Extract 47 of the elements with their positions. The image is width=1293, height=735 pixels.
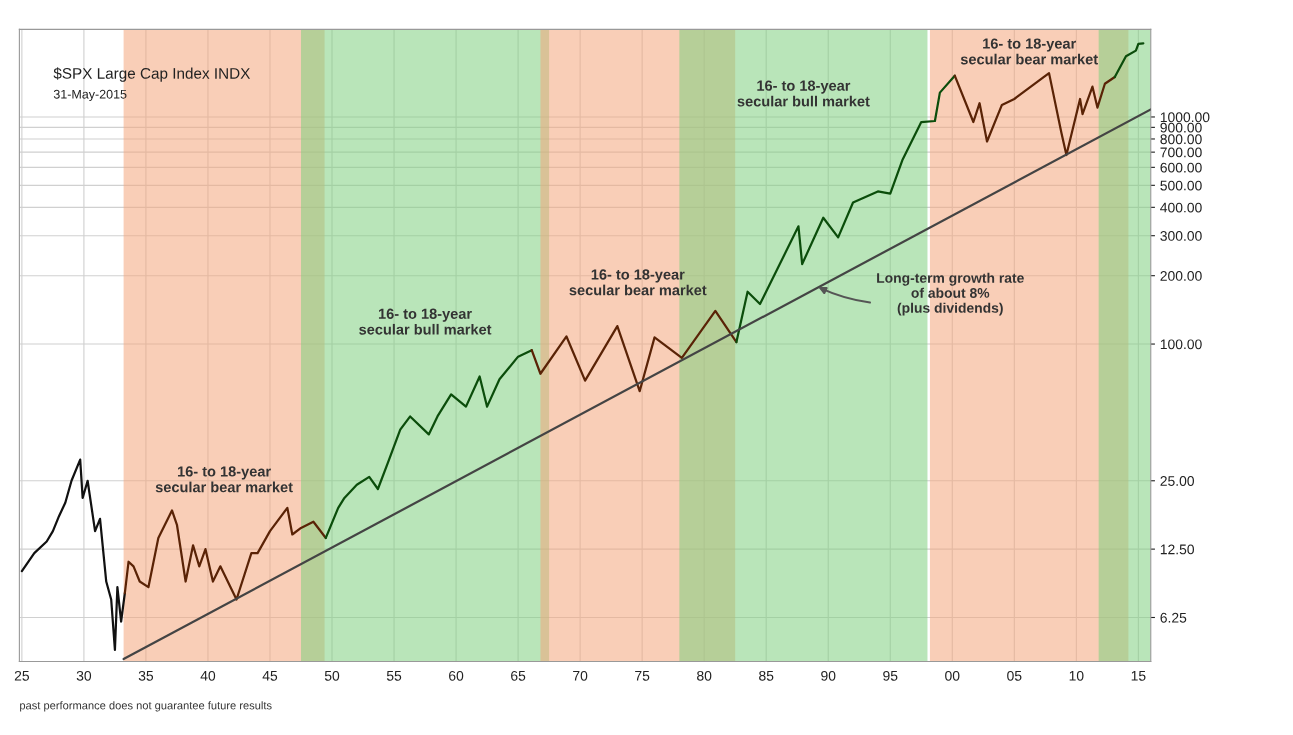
y-tick-label: 800.00 — [1160, 134, 1202, 145]
x-tick-label: 30 — [76, 670, 92, 681]
x-tick-label: 55 — [386, 671, 402, 681]
x-tick-label: 70 — [573, 670, 588, 681]
x-tick-label: 90 — [821, 670, 836, 681]
y-tick-label: 900.00 — [1160, 122, 1202, 133]
y-tick-label: 12.50 — [1160, 544, 1195, 555]
y-tick-label: 200.00 — [1160, 271, 1202, 281]
line-series — [324, 349, 533, 540]
y-tick-label: 700.00 — [1160, 147, 1202, 158]
text: 31-May-2015 — [53, 89, 127, 102]
y-tick-label: 300.00 — [1160, 231, 1202, 241]
y-tick-label: 1000.00 — [1160, 112, 1210, 123]
y-tick-label: 500.00 — [1160, 180, 1202, 191]
x-tick-label: 85 — [759, 670, 774, 681]
x-tick-label: 75 — [635, 671, 650, 681]
x-tick-label: 00 — [945, 670, 960, 681]
x-tick-label: 80 — [697, 670, 712, 681]
y-tick-label: 400.00 — [1160, 202, 1202, 213]
y-tick-label: 600.00 — [1160, 162, 1202, 173]
band-label: 16- to 18-year secular bull market — [359, 308, 492, 335]
line-series — [953, 72, 1116, 157]
band-label: 16- to 18-year secular bear market — [155, 466, 293, 493]
annotation: Long-term growth rate of about 8% (plus dividends) — [877, 272, 1024, 316]
x-tick-label: 10 — [1069, 670, 1084, 681]
x-tick-label: 60 — [449, 670, 464, 681]
line-series — [123, 506, 327, 601]
band-label: 16- to 18-year secular bear market — [960, 38, 1098, 65]
y-tick-label: 6.25 — [1160, 612, 1187, 623]
text: $SPX Large Cap Index INDX — [53, 67, 251, 82]
text: past performance does not guarantee future results — [20, 701, 272, 712]
x-tick-label: 25 — [14, 670, 30, 681]
x-tick-label: 15 — [1131, 671, 1146, 681]
line-series — [1113, 42, 1145, 79]
band-label: 16- to 18-year secular bull market — [737, 80, 870, 107]
x-tick-label: 35 — [138, 670, 154, 681]
line-series — [20, 458, 126, 651]
y-tick-label: 25.00 — [1160, 476, 1195, 486]
x-tick-label: 45 — [262, 671, 278, 681]
y-tick-label: 100.00 — [1160, 339, 1202, 350]
x-tick-label: 50 — [324, 670, 340, 681]
x-tick-label: 65 — [511, 670, 526, 681]
x-tick-label: 05 — [1007, 670, 1022, 681]
band-label: 16- to 18-year secular bear market — [569, 269, 707, 296]
x-tick-label: 95 — [883, 670, 898, 681]
x-tick-label: 40 — [200, 670, 216, 681]
line-series — [530, 309, 738, 393]
